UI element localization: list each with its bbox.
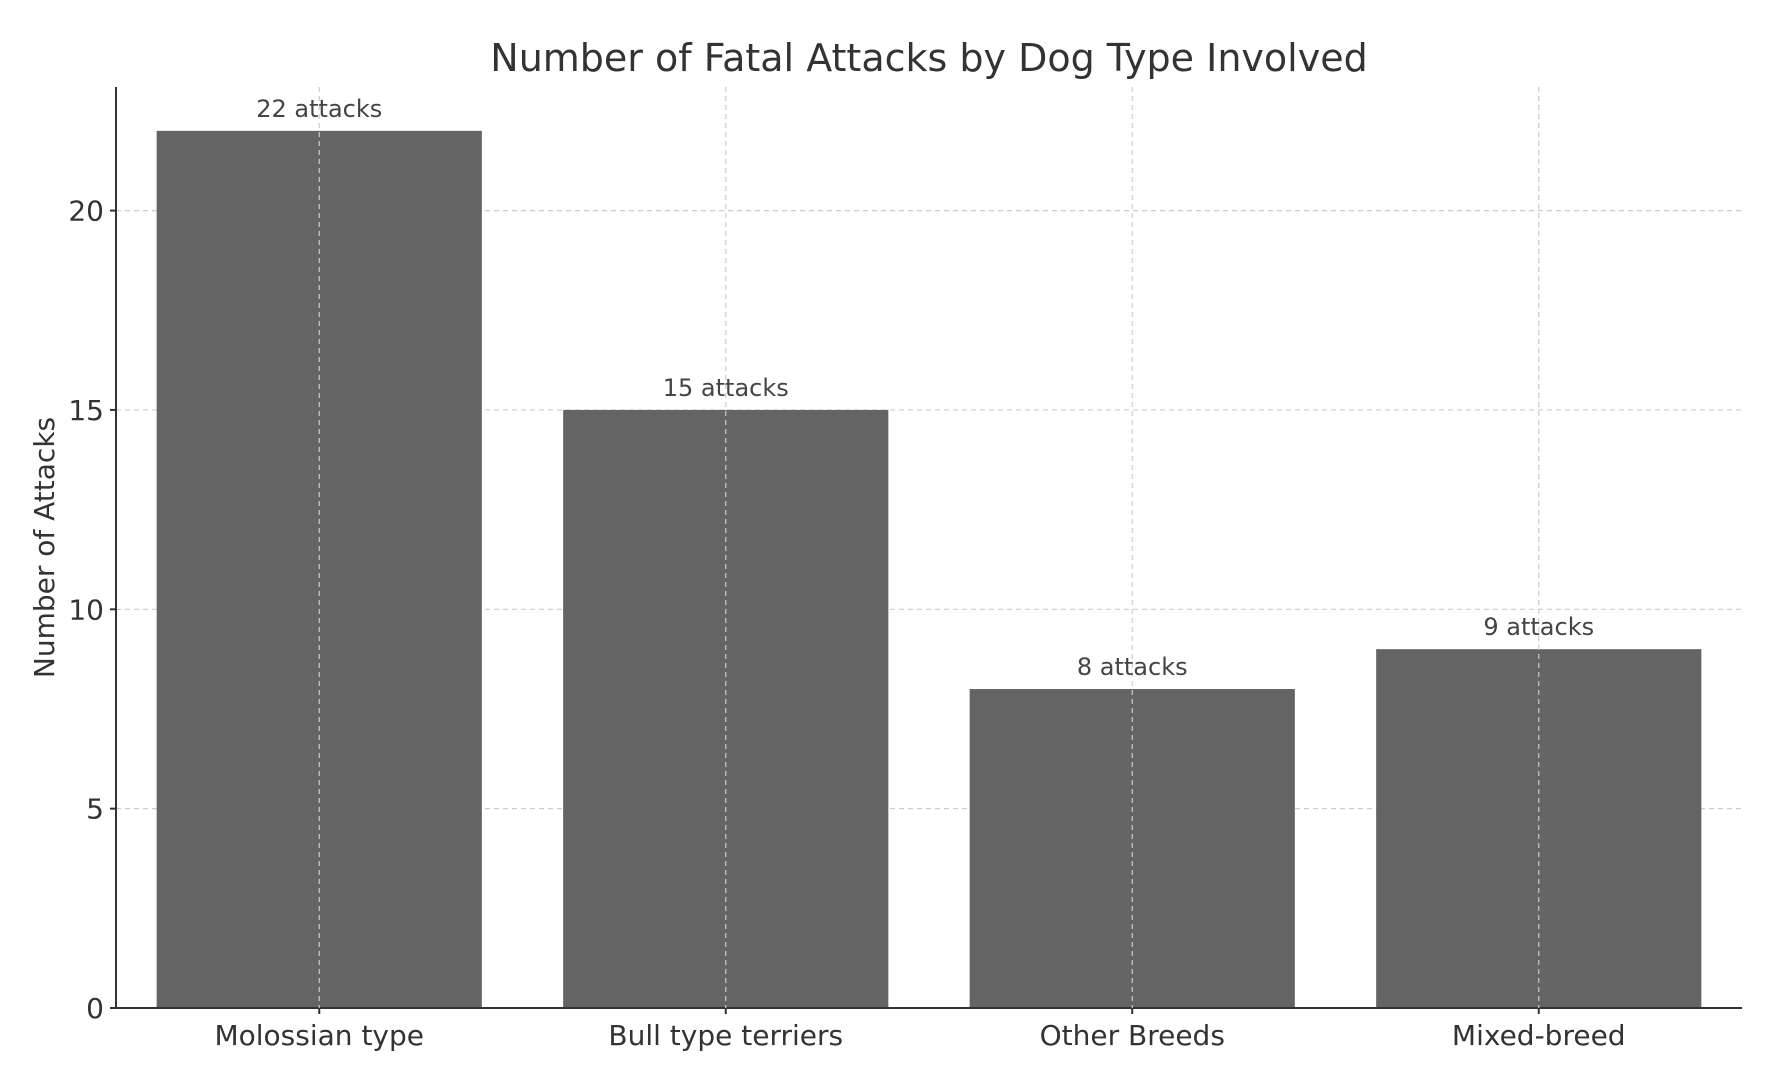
y-tick-label: 10	[68, 593, 104, 626]
chart-title: Number of Fatal Attacks by Dog Type Invo…	[490, 36, 1367, 80]
y-tick-label: 5	[86, 793, 104, 826]
y-axis-title: Number of Attacks	[28, 417, 61, 678]
y-tick-label: 15	[68, 394, 104, 427]
data-labels-layer: 22 attacks 15 attacks 8 attacks 9 attacks	[256, 95, 1594, 681]
ticks-layer: 0 5 10 15 20 Molossian type Bull type terriers…	[68, 195, 1625, 1052]
axes-layer	[115, 87, 1742, 1009]
x-tick-label: Other Breeds	[1040, 1019, 1225, 1052]
x-tick-label: Bull type terriers	[608, 1019, 843, 1052]
x-tick-label: Mixed-breed	[1452, 1019, 1626, 1052]
bars-layer	[156, 130, 1702, 1008]
data-label: 15 attacks	[663, 374, 789, 402]
x-tick-label: Molossian type	[214, 1019, 424, 1052]
data-label: 22 attacks	[256, 95, 382, 123]
data-label: 9 attacks	[1483, 613, 1594, 641]
y-tick-label: 20	[68, 195, 104, 228]
y-tick-label: 0	[86, 992, 104, 1025]
data-label: 8 attacks	[1077, 653, 1188, 681]
